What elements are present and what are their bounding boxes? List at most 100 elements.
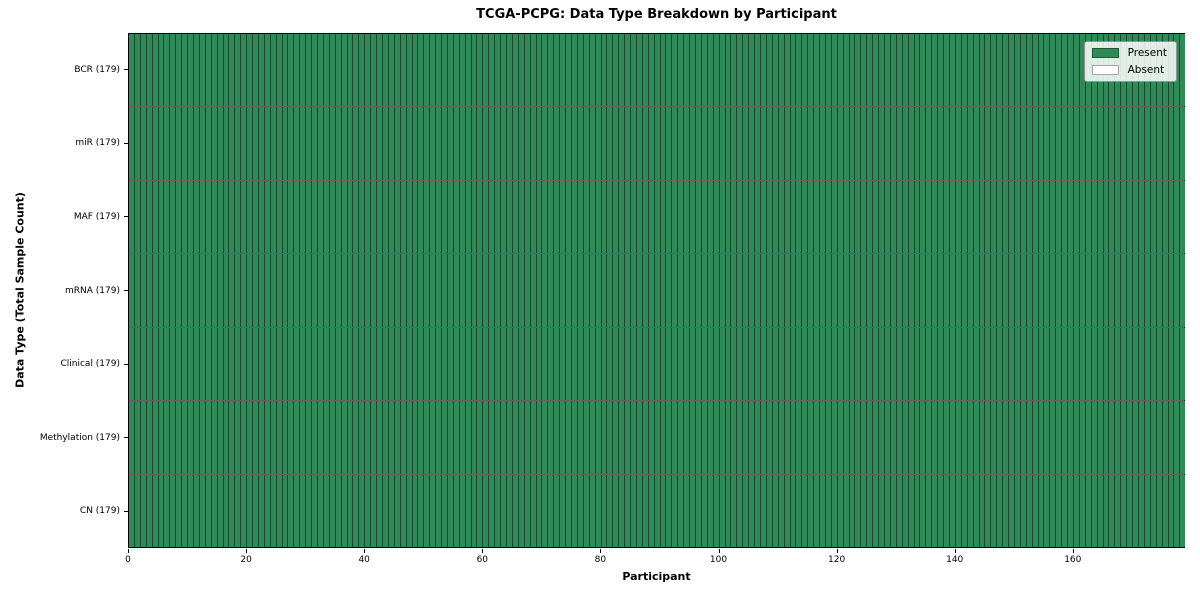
cell-present bbox=[565, 107, 571, 180]
cell-present bbox=[913, 107, 920, 180]
heatmap-row-bcr bbox=[129, 34, 1186, 107]
cell-present bbox=[771, 327, 778, 401]
cell-present bbox=[671, 180, 678, 254]
cell-present bbox=[287, 401, 294, 474]
cell-present bbox=[754, 327, 760, 401]
cell-present bbox=[901, 34, 908, 107]
cell-present bbox=[736, 107, 743, 180]
cell-present bbox=[1073, 474, 1079, 547]
cell-present bbox=[748, 107, 755, 180]
cell-present bbox=[683, 254, 690, 327]
y-tick-label-maf: MAF (179) bbox=[73, 211, 120, 222]
cell-present bbox=[901, 401, 908, 474]
cell-present bbox=[919, 34, 926, 107]
cell-present bbox=[954, 180, 961, 254]
cell-present bbox=[541, 34, 548, 107]
cell-present bbox=[175, 401, 182, 474]
cell-present bbox=[1114, 401, 1121, 474]
cell-present bbox=[1167, 254, 1174, 327]
cell-present bbox=[588, 401, 595, 474]
cell-present bbox=[978, 401, 985, 474]
cell-present bbox=[423, 327, 430, 401]
cell-present bbox=[411, 254, 418, 327]
cell-present bbox=[370, 34, 377, 107]
cell-present bbox=[659, 327, 666, 401]
cell-present bbox=[364, 180, 371, 254]
cell-present bbox=[305, 474, 312, 547]
cell-present bbox=[429, 107, 436, 180]
cell-present bbox=[1067, 254, 1073, 327]
cell-present bbox=[163, 254, 170, 327]
cell-present bbox=[641, 327, 648, 401]
cell-present bbox=[1013, 401, 1020, 474]
cell-present bbox=[872, 254, 879, 327]
cell-present bbox=[393, 180, 400, 254]
cell-present bbox=[789, 254, 796, 327]
cell-present bbox=[299, 327, 306, 401]
cell-present bbox=[795, 34, 802, 107]
cell-present bbox=[476, 254, 483, 327]
cell-present bbox=[488, 107, 495, 180]
cell-present bbox=[263, 401, 270, 474]
cell-present bbox=[192, 254, 199, 327]
cell-present bbox=[966, 401, 973, 474]
cell-present bbox=[364, 107, 371, 180]
cell-present bbox=[506, 474, 512, 547]
cell-present bbox=[1055, 401, 1062, 474]
cell-present bbox=[884, 327, 890, 401]
cell-present bbox=[948, 401, 955, 474]
cell-present bbox=[275, 401, 282, 474]
cell-present bbox=[819, 107, 825, 180]
cell-present bbox=[222, 254, 229, 327]
cell-present bbox=[1149, 180, 1156, 254]
cell-present bbox=[458, 34, 465, 107]
cell-present bbox=[257, 180, 264, 254]
cell-present bbox=[842, 34, 849, 107]
cell-present bbox=[889, 401, 896, 474]
cell-present bbox=[376, 327, 382, 401]
cell-present bbox=[417, 254, 424, 327]
cell-present bbox=[931, 180, 938, 254]
cell-present bbox=[990, 107, 997, 180]
cell-present bbox=[441, 34, 447, 107]
cell-present bbox=[860, 34, 867, 107]
cell-present bbox=[464, 107, 471, 180]
cell-present bbox=[884, 474, 890, 547]
cell-present bbox=[234, 327, 241, 401]
cell-present bbox=[819, 401, 825, 474]
cell-present bbox=[494, 474, 501, 547]
cell-present bbox=[145, 34, 152, 107]
cell-present bbox=[925, 180, 932, 254]
cell-present bbox=[541, 180, 548, 254]
cell-present bbox=[192, 180, 199, 254]
cell-present bbox=[488, 254, 495, 327]
cell-present bbox=[299, 107, 306, 180]
cell-present bbox=[204, 474, 211, 547]
cell-present bbox=[1025, 254, 1032, 327]
cell-present bbox=[641, 107, 648, 180]
cell-present bbox=[1002, 474, 1009, 547]
cell-present bbox=[712, 107, 719, 180]
cell-present bbox=[1143, 327, 1150, 401]
cell-present bbox=[789, 327, 796, 401]
cell-present bbox=[943, 180, 949, 254]
cell-present bbox=[1043, 254, 1050, 327]
cell-present bbox=[328, 34, 335, 107]
cell-present bbox=[1055, 474, 1062, 547]
cell-present bbox=[695, 254, 701, 327]
cell-present bbox=[931, 34, 938, 107]
cell-present bbox=[240, 180, 247, 254]
cell-present bbox=[198, 401, 205, 474]
cell-present bbox=[133, 107, 140, 180]
cell-present bbox=[641, 254, 648, 327]
cell-present bbox=[169, 327, 176, 401]
cell-present bbox=[996, 401, 1003, 474]
cell-present bbox=[494, 34, 501, 107]
cell-present bbox=[216, 474, 223, 547]
cell-present bbox=[996, 180, 1003, 254]
cell-present bbox=[234, 107, 241, 180]
cell-present bbox=[452, 180, 459, 254]
cell-present bbox=[1173, 107, 1180, 180]
cell-present bbox=[181, 180, 188, 254]
cell-present bbox=[506, 34, 512, 107]
